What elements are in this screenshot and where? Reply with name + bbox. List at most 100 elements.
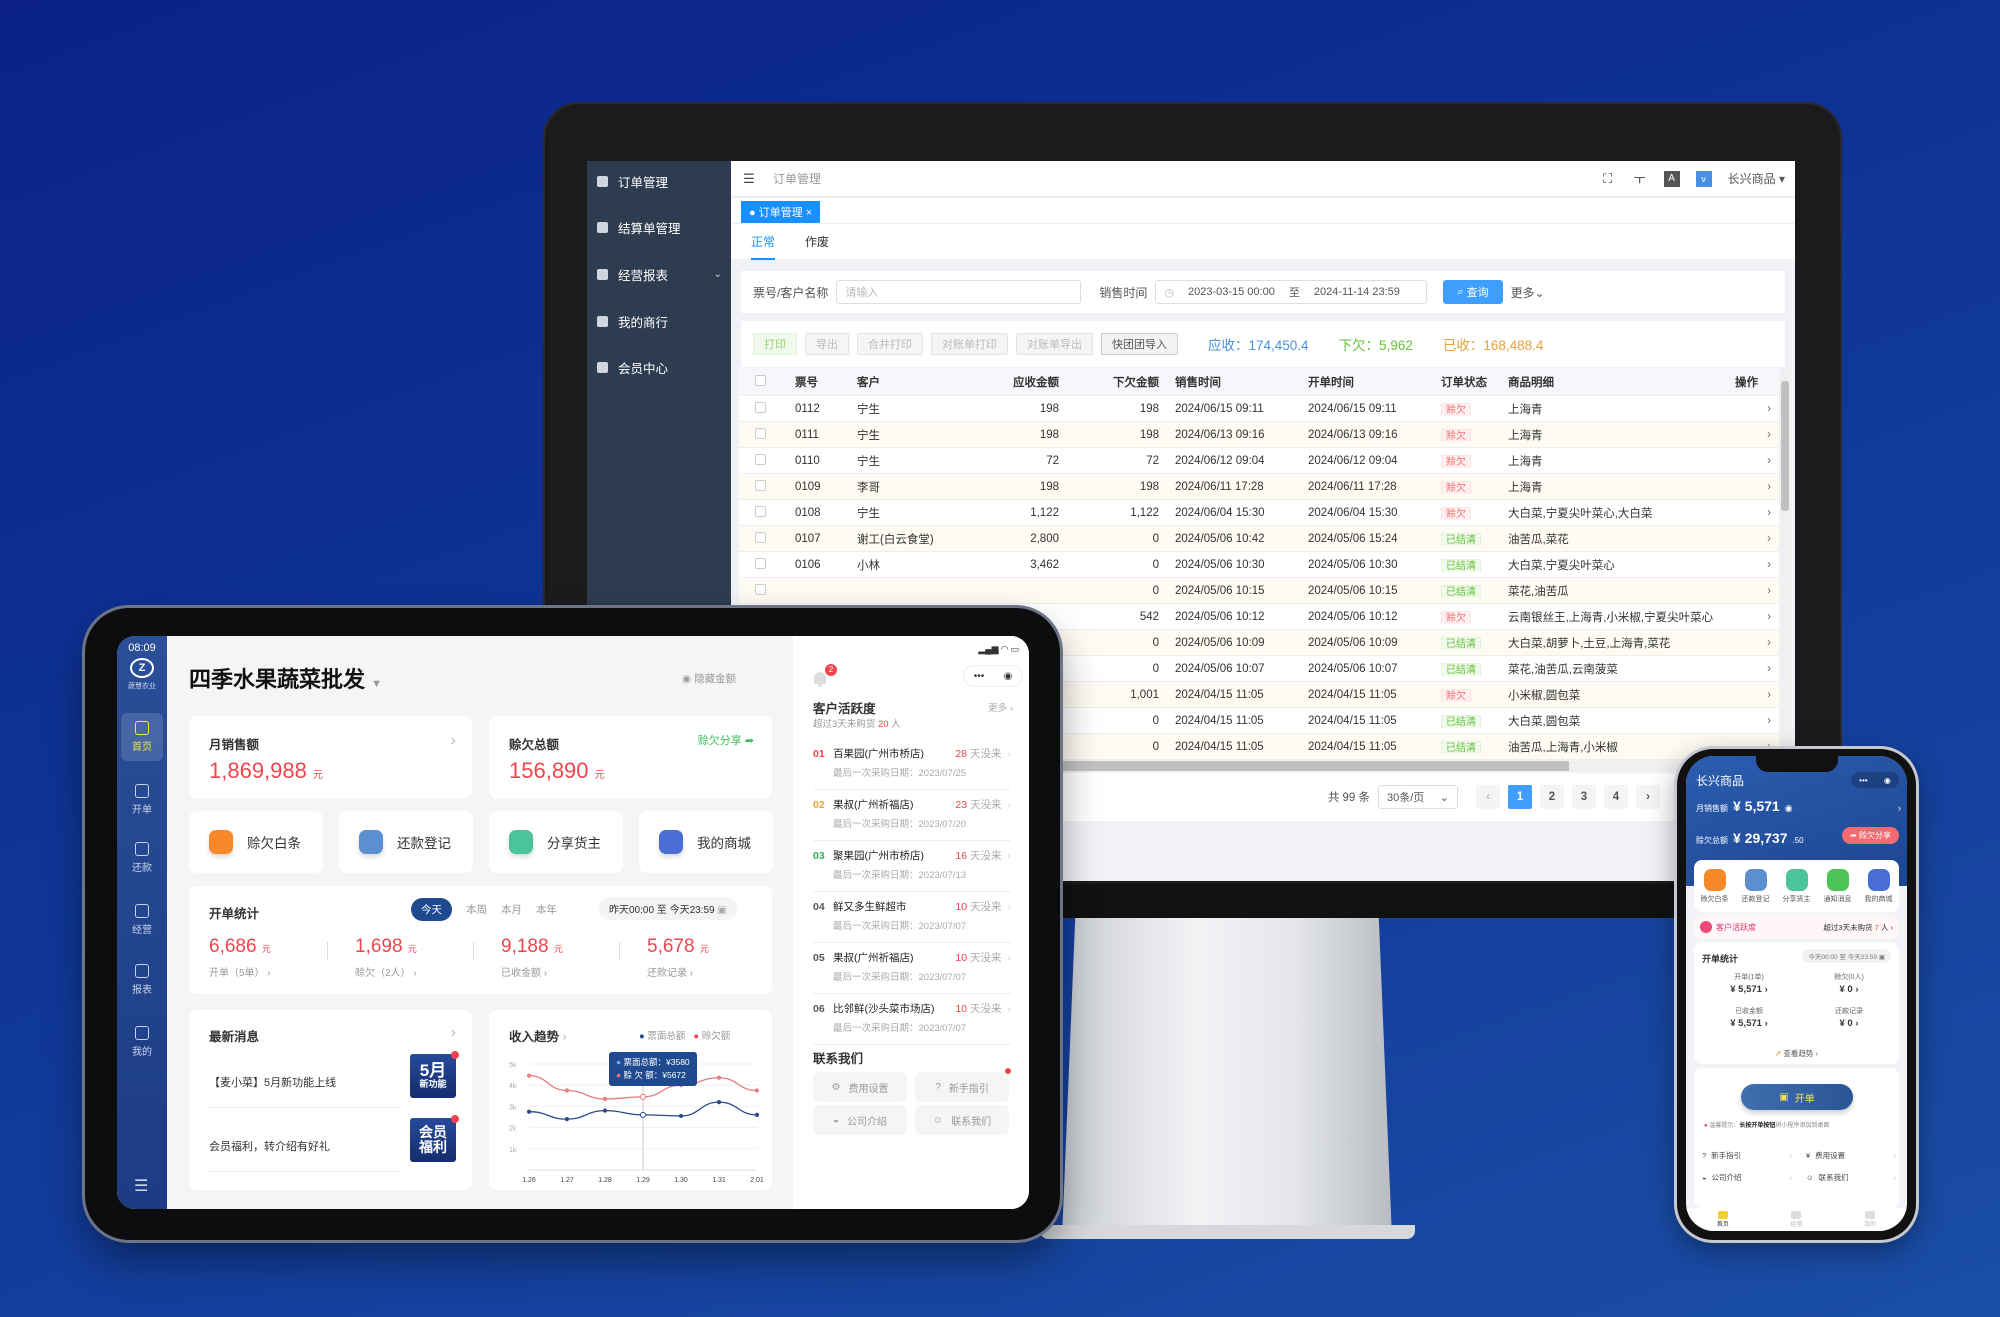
phone-tab-0[interactable]: 首页: [1717, 1211, 1729, 1228]
phone-quick-4[interactable]: 我的商城: [1865, 868, 1893, 904]
data-point[interactable]: [640, 1111, 646, 1118]
row-checkbox[interactable]: [755, 505, 766, 517]
statement-export-button[interactable]: 对账单导出: [1016, 333, 1093, 355]
row-detail-chevron-icon[interactable]: ›: [1767, 480, 1771, 493]
export-button[interactable]: 导出: [805, 333, 849, 355]
row-detail-chevron-icon[interactable]: ›: [1767, 636, 1771, 649]
row-detail-chevron-icon[interactable]: ›: [1767, 558, 1771, 571]
tab-normal[interactable]: 正常: [751, 224, 776, 260]
stat-item-2[interactable]: 9,188 元已收金额 ›: [473, 936, 563, 979]
data-point[interactable]: [754, 1088, 760, 1093]
phone-stat-3[interactable]: 还款记录 ¥ 0 ›: [1804, 1006, 1894, 1029]
trend-title-link[interactable]: 收入趋势 ›: [509, 1026, 567, 1045]
date-range-input[interactable]: ◷ 2023-03-15 00:00 至 2024-11-14 23:59: [1155, 280, 1428, 304]
page-4[interactable]: 4: [1604, 785, 1628, 809]
row-checkbox[interactable]: [755, 583, 766, 595]
page-3[interactable]: 3: [1572, 785, 1596, 809]
phone-menu-3[interactable]: ☺ 联系我们 ›: [1806, 1172, 1896, 1183]
close-target-icon[interactable]: ◉: [1003, 670, 1013, 682]
table-row[interactable]: 0 2024/04/15 11:05 2024/04/15 11:05 已结清 大白菜,…: [739, 708, 1779, 734]
data-point[interactable]: [716, 1075, 722, 1080]
avatar[interactable]: v: [1695, 170, 1712, 187]
fullscreen-icon[interactable]: ⛶: [1603, 170, 1613, 186]
data-point[interactable]: [716, 1100, 722, 1105]
prev-page-button[interactable]: ‹: [1476, 785, 1500, 809]
tablet-nav-5[interactable]: 我的: [121, 1018, 163, 1066]
data-point[interactable]: [754, 1112, 760, 1117]
news-item-text[interactable]: 会员福利，转介绍有好礼: [209, 1141, 330, 1153]
import-button[interactable]: 快团团导入: [1101, 333, 1178, 355]
data-point[interactable]: [678, 1113, 684, 1119]
date-range-picker[interactable]: 昨天00:00 至 今天23:59 ▣: [599, 897, 737, 920]
tablet-nav-4[interactable]: 报表: [121, 956, 163, 1004]
data-point[interactable]: [602, 1108, 608, 1113]
contact-button-3[interactable]: ☺ 联系我们: [915, 1105, 1009, 1135]
store-dropdown[interactable]: 长兴商品 ▾: [1727, 172, 1785, 186]
phone-tab-1[interactable]: 经营: [1790, 1211, 1802, 1228]
phone-debt-share-button[interactable]: ➦ 赊欠分享: [1842, 827, 1899, 844]
page-size-select[interactable]: 30条/页 ⌄: [1378, 785, 1458, 809]
news-item-text[interactable]: 【麦小菜】5月新功能上线: [209, 1077, 337, 1089]
sidebar-item-4[interactable]: 会员中心: [597, 358, 722, 377]
sidebar-item-2[interactable]: 经营报表 ⌄: [597, 265, 722, 284]
period-tab-3[interactable]: 本年: [536, 904, 557, 916]
column-header[interactable]: 开单时间: [1308, 376, 1354, 389]
phone-quick-1[interactable]: 还款登记: [1742, 868, 1770, 904]
row-detail-chevron-icon[interactable]: ›: [1767, 714, 1771, 727]
period-tab-0[interactable]: 今天: [411, 898, 452, 921]
stat-item-0[interactable]: 6,686 元开单（5单） ›: [209, 936, 271, 979]
customer-activity-item[interactable]: 03 聚果园(广州市桥店) 16 天没来 › 最后一次采购日期：2023/07/13: [813, 842, 1011, 892]
quick-action-2[interactable]: 分享货主: [489, 811, 623, 873]
column-header[interactable]: 销售时间: [1175, 376, 1221, 389]
stat-item-1[interactable]: 1,698 元赊欠（2人） ›: [327, 936, 417, 979]
table-row[interactable]: 542 2024/05/06 10:12 2024/05/06 10:12 赊欠 云南银…: [739, 604, 1779, 630]
period-tab-2[interactable]: 本月: [501, 904, 522, 916]
tablet-nav-2[interactable]: 还款: [121, 834, 163, 882]
phone-stat-2[interactable]: 已收金额 ¥ 5,571 ›: [1704, 1006, 1794, 1029]
table-row[interactable]: 0106 小林 3,462 0 2024/05/06 10:30 2024/05/06 1…: [739, 552, 1779, 578]
phone-monthly-sales[interactable]: 月销售额 ¥ 5,571 ◉ ›: [1696, 798, 1901, 814]
store-title-dropdown[interactable]: 四季水果蔬菜批发 ▼: [189, 662, 382, 694]
customer-activity-item[interactable]: 05 果叔(广州祈福店) 10 天没来 › 最后一次采购日期：2023/07/07: [813, 944, 1011, 994]
table-row[interactable]: 0111 宁生 198 198 2024/06/13 09:16 2024/06/13 0…: [739, 422, 1779, 448]
phone-activity-row[interactable]: 客户活跃度 超过3天未购货 7 人 ›: [1694, 915, 1899, 939]
period-tab-1[interactable]: 本周: [466, 904, 487, 916]
contact-button-0[interactable]: ⚙ 费用设置: [813, 1072, 907, 1102]
quick-action-3[interactable]: 我的商城: [639, 811, 773, 873]
horizontal-scrollbar[interactable]: [739, 761, 1779, 771]
row-detail-chevron-icon[interactable]: ›: [1767, 428, 1771, 441]
row-checkbox[interactable]: [755, 557, 766, 569]
phone-quick-3[interactable]: 通知消息: [1824, 868, 1852, 904]
close-icon[interactable]: ×: [805, 207, 813, 219]
monthly-sales-card[interactable]: 月销售额 › 1,869,988 元: [189, 716, 472, 799]
menu-toggle-icon[interactable]: ☰: [743, 170, 755, 186]
chevron-right-icon[interactable]: ›: [450, 1024, 456, 1041]
contact-button-2[interactable]: ◒ 公司介绍: [813, 1105, 907, 1135]
hide-amount-toggle[interactable]: ◉ 隐藏金额: [682, 671, 736, 686]
table-row[interactable]: 0 2024/05/06 10:15 2024/05/06 10:15 已结清 菜花,油…: [739, 578, 1779, 604]
select-all-checkbox[interactable]: [755, 374, 766, 386]
row-detail-chevron-icon[interactable]: ›: [1767, 454, 1771, 467]
phone-date-range[interactable]: 今天00:00 至 今天23:59 ▣: [1802, 949, 1891, 963]
data-point[interactable]: [526, 1109, 532, 1114]
eye-icon[interactable]: ◉: [1784, 803, 1793, 813]
phone-menu-0[interactable]: ? 新手指引 ›: [1702, 1150, 1792, 1161]
row-detail-chevron-icon[interactable]: ›: [1767, 688, 1771, 701]
table-row[interactable]: 0109 李哥 198 198 2024/06/11 17:28 2024/06/11 1…: [739, 474, 1779, 500]
table-row[interactable]: 0108 宁生 1,122 1,122 2024/06/04 15:30 2024/06/…: [739, 500, 1779, 526]
tablet-nav-3[interactable]: 经营: [121, 896, 163, 944]
row-checkbox[interactable]: [755, 427, 766, 439]
tablet-nav-0[interactable]: 首页: [121, 713, 163, 761]
print-button[interactable]: 打印: [753, 333, 797, 355]
sidebar-item-3[interactable]: 我的商行: [597, 312, 722, 331]
phone-tab-2[interactable]: 我的: [1864, 1211, 1876, 1228]
table-row[interactable]: 0107 谢工(白云食堂) 2,800 0 2024/05/06 10:42 2024/0…: [739, 526, 1779, 552]
activity-more-link[interactable]: 更多 ›: [988, 703, 1013, 714]
row-detail-chevron-icon[interactable]: ›: [1767, 740, 1771, 753]
keyword-input[interactable]: 请输入: [836, 280, 1082, 304]
translate-icon[interactable]: A: [1663, 170, 1680, 187]
phone-stat-1[interactable]: 赊欠(0人) ¥ 0 ›: [1804, 972, 1894, 995]
page-2[interactable]: 2: [1540, 785, 1564, 809]
phone-stat-0[interactable]: 开单(1单) ¥ 5,571 ›: [1704, 972, 1794, 995]
open-order-button[interactable]: ▣ 开单: [1741, 1084, 1853, 1110]
